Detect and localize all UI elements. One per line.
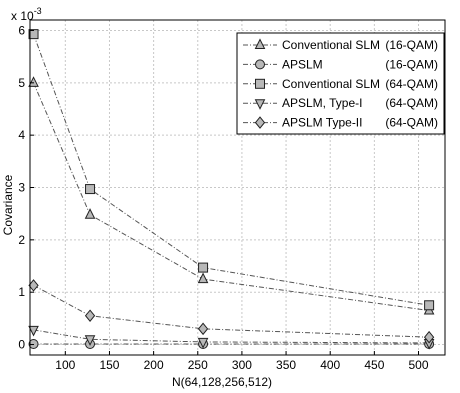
y-tick-label: 6 <box>18 23 25 37</box>
legend-entry: APSLM, Type-I (64-QAM) <box>243 96 438 110</box>
y-tick-label: 3 <box>18 181 25 195</box>
y-multiplier-label: x 10-3 <box>11 6 42 23</box>
data-point <box>28 279 39 292</box>
data-point <box>197 322 209 336</box>
series-3 <box>28 29 435 311</box>
x-tick-label: 450 <box>364 358 384 372</box>
x-tick-label: 500 <box>408 358 428 372</box>
x-tick-label: 300 <box>232 358 252 372</box>
data-point <box>28 325 39 337</box>
series-4 <box>28 325 435 350</box>
series-5 <box>28 279 435 344</box>
data-point <box>28 76 39 87</box>
legend-label: APSLM, Type-I <box>282 96 362 110</box>
legend-label: APSLM Type-II <box>282 116 362 130</box>
data-point <box>28 29 39 40</box>
legend-swatch-marker <box>255 78 265 89</box>
legend-entry: Conventional SLM (16-QAM) <box>243 38 438 52</box>
x-tick-label: 250 <box>188 358 208 372</box>
legend-qualifier: (16-QAM) <box>385 57 438 71</box>
legend: Conventional SLM (16-QAM)APSLM (16-QAM)Con… <box>236 32 445 135</box>
x-tick-label: 400 <box>320 358 340 372</box>
series-line <box>33 82 430 312</box>
y-tick-label: 4 <box>18 128 25 142</box>
legend-label: Conventional SLM <box>282 77 380 91</box>
data-point <box>84 309 96 323</box>
data-point <box>423 330 435 344</box>
x-tick-label: 100 <box>55 358 75 372</box>
y-tick-label: 2 <box>18 233 25 247</box>
data-point <box>198 262 209 273</box>
data-point <box>197 272 209 284</box>
data-point <box>84 335 96 346</box>
x-tick-label: 150 <box>99 358 119 372</box>
legend-entry: APSLM Type-II (64-QAM) <box>243 116 438 130</box>
series-group <box>28 29 435 350</box>
x-tick-label: 350 <box>276 358 296 372</box>
x-axis-label: N(64,128,256,512) <box>172 375 272 389</box>
legend-entry: APSLM (16-QAM) <box>243 57 438 71</box>
data-point <box>85 184 96 195</box>
legend-label: APSLM <box>282 57 323 71</box>
legend-label: Conventional SLM <box>282 38 380 52</box>
series-line <box>33 33 430 306</box>
y-tick-label: 5 <box>18 76 25 90</box>
legend-swatch-marker <box>255 59 265 70</box>
series-line <box>33 284 430 338</box>
data-point <box>84 208 96 219</box>
y-tick-label: 0 <box>18 338 25 352</box>
legend-entry: Conventional SLM (64-QAM) <box>243 77 438 91</box>
x-tick-label: 200 <box>144 358 164 372</box>
y-axis-label: Covariance <box>1 174 15 235</box>
data-point <box>424 300 435 311</box>
legend-swatch-marker <box>254 99 266 110</box>
legend-box <box>236 32 445 135</box>
legend-swatch-marker <box>254 38 266 49</box>
data-point <box>197 337 209 349</box>
data-point <box>28 339 39 350</box>
y-tick-label: 1 <box>18 285 25 299</box>
series-line <box>33 329 430 344</box>
legend-qualifier: (16-QAM) <box>385 38 438 52</box>
legend-swatch-marker <box>254 116 266 129</box>
legend-qualifier: (64-QAM) <box>385 77 438 91</box>
legend-qualifier: (64-QAM) <box>385 96 438 110</box>
legend-qualifier: (64-QAM) <box>385 116 438 130</box>
axis-ticks: 100 150 200 250 300 350 400 450 500 0 1 2 3 4 5 6 <box>18 23 429 372</box>
